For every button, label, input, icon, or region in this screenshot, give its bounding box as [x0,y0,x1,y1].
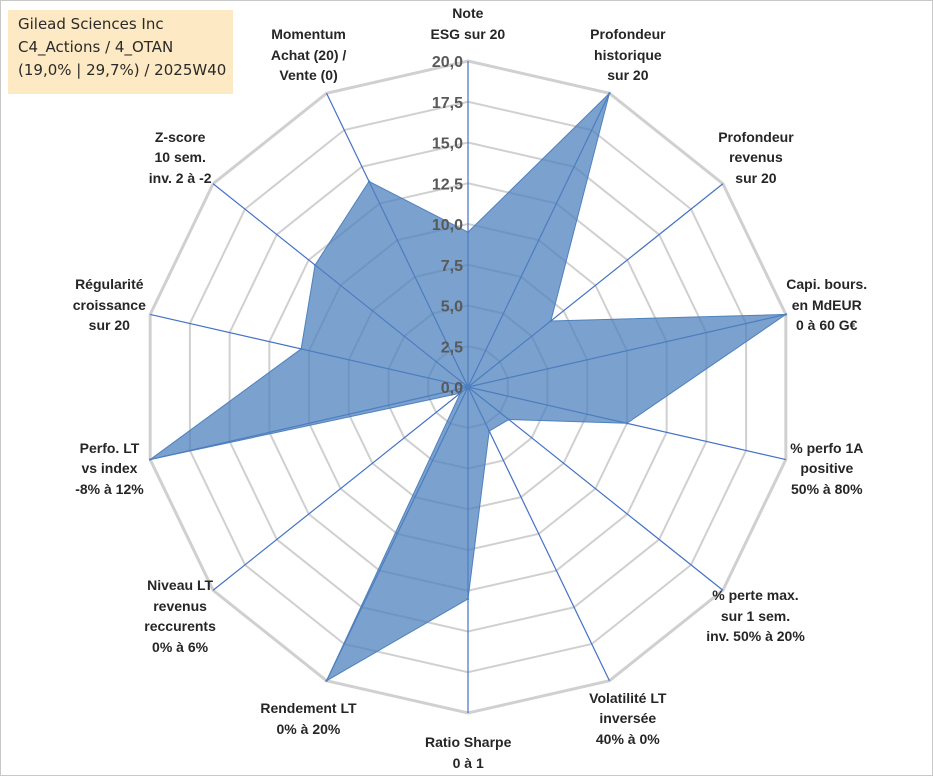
spoke-5 [467,386,724,591]
tick-label-4: 10,0 [432,217,463,234]
category-label-line: reccurents [144,618,216,635]
category-label-line: en MdEUR [791,296,862,313]
data-point-0 [466,230,470,234]
spoke-6 [467,386,610,681]
category-label-12: Z-score 10 sem. inv. 2 à -2 [149,127,212,189]
category-label-line: Rendement LT [260,700,357,717]
data-point-13 [367,180,371,183]
company-name: Gilead Sciences Inc [18,15,164,33]
tick-label-0: 0,0 [441,380,463,397]
category-label-line: Z-score [154,128,206,145]
category-label-line: Régularité [75,276,144,293]
category-label-line: inv. 50% à 20% [706,628,805,645]
category-label-line: revenus [729,149,783,166]
category-label-line: vs index [81,460,138,477]
category-label-6: Volatilité LT inversée 40% à 0% [589,688,666,750]
category-label-line: sur 1 sem. [720,607,791,624]
category-label-line: revenus [153,597,207,614]
data-point-3 [784,313,788,316]
category-label-line: 0 à 60 G€ [795,317,858,334]
tick-label-2: 5,0 [441,299,463,316]
radar-tick-labels: 0,0 2,5 5,0 7,5 10,0 12,5 15,0 17,5 20,0 [432,54,463,397]
category-label-11: Régularité croissance sur 20 [73,274,146,336]
category-label-line: positive [800,460,854,477]
category-label-line: sur 20 [88,317,130,334]
category-label-line: inv. 2 à -2 [148,169,212,186]
tick-label-8: 20,0 [432,54,463,71]
tick-label-3: 7,5 [441,258,463,275]
spoke-9 [212,386,469,591]
category-label-line: historique [594,46,662,63]
category-label-line: 0% à 6% [152,638,209,655]
category-label-line: 0 à 1 [452,754,484,771]
category-label-9: Niveau LT revenus reccurents 0% à 6% [144,575,216,657]
category-label-1: Profondeur historique sur 20 [590,24,665,86]
data-point-10 [148,458,152,461]
category-label-line: inversée [599,710,657,727]
category-label-line: 50% à 80% [791,480,863,497]
category-label-0: Note ESG sur 20 [431,3,506,44]
portfolio-label: C4_Actions / 4_OTAN [18,38,174,56]
category-label-8: Rendement LT 0% à 20% [260,698,356,739]
category-label-line: 0% à 20% [276,720,341,737]
data-point-8 [325,679,328,682]
data-point-2 [549,319,553,323]
category-label-line: Profondeur [590,26,666,43]
category-label-line: % perfo 1A [790,439,864,456]
category-label-7: Ratio Sharpe 0 à 1 [425,732,511,773]
category-label-4: % perfo 1A positive 50% à 80% [790,438,863,500]
chart-title-box: Gilead Sciences Inc C4_Actions / 4_OTAN … [8,10,233,94]
tick-label-1: 2,5 [441,339,463,356]
category-label-line: Volatilité LT [589,689,667,706]
tick-label-7: 17,5 [432,95,463,112]
category-label-line: Achat (20) / [270,46,347,63]
data-point-12 [313,263,317,267]
radar-series [148,91,788,682]
category-label-10: Perfo. LT vs index -8% à 12% [75,438,143,500]
category-label-line: Note [452,5,484,21]
category-label-line: sur 20 [607,67,649,84]
category-label-2: Profondeur revenus sur 20 [718,127,793,189]
data-point-6 [488,429,491,433]
data-point-11 [299,347,303,351]
category-label-line: Niveau LT [147,577,214,594]
category-label-line: ESG sur 20 [430,25,506,42]
category-label-line: Vente (0) [279,67,338,84]
category-label-line: sur 20 [735,169,777,186]
data-point-4 [625,422,629,425]
data-point-9 [459,391,462,395]
category-label-line: croissance [72,296,146,313]
performance-stats: (19,0% | 29,7%) / 2025W40 [18,61,227,79]
category-label-line: Capi. bours. [786,276,868,293]
category-label-line: -8% à 12% [75,480,144,497]
category-label-13: Momentum Achat (20) / Vente (0) [271,24,346,86]
category-label-line: 10 sem. [154,149,206,166]
category-label-line: % perte max. [712,587,799,604]
data-point-7 [466,597,470,601]
tick-label-6: 15,0 [432,136,463,153]
tick-label-5: 12,5 [432,176,463,193]
category-label-3: Capi. bours. en MdEUR 0 à 60 G€ [786,274,867,336]
category-label-line: 40% à 0% [595,730,660,747]
data-point-1 [608,92,611,95]
category-label-line: Profondeur [718,128,794,145]
category-label-line: Perfo. LT [79,439,140,456]
data-point-5 [507,418,510,421]
category-label-5: % perte max. sur 1 sem. inv. 50% à 20% [706,585,805,647]
category-label-line: Momentum [271,26,346,43]
category-label-line: Ratio Sharpe [425,734,512,750]
